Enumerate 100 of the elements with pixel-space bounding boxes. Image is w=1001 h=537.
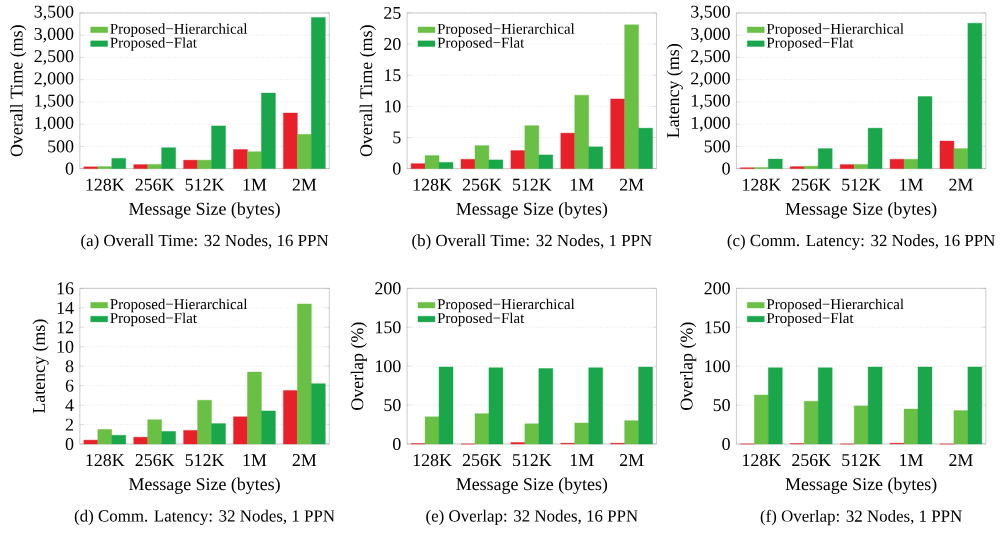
legend-label: Proposed−Flat <box>437 312 525 327</box>
legend-label: Proposed−Hierarchical <box>766 23 904 37</box>
bar <box>183 430 198 445</box>
bar <box>233 416 248 445</box>
bar <box>538 368 553 445</box>
bar <box>438 366 454 445</box>
bar <box>889 159 905 169</box>
x-tick-label: 2M <box>949 178 973 191</box>
y-tick-label: 2,000 <box>691 72 730 88</box>
x-tick-label: 128K <box>413 178 452 191</box>
x-tick-label: 128K <box>743 454 782 467</box>
x-tick-label: 1M <box>570 454 594 466</box>
bar <box>311 17 326 169</box>
text: (e) Overlap: 32 Nodes, 16 PPN <box>426 509 638 526</box>
bar <box>818 148 833 169</box>
bar <box>133 164 148 169</box>
y-tick-label: 0 <box>65 162 74 175</box>
x-axis-title: Message Size (bytes) <box>129 202 280 219</box>
text: (b) Overall Time: 32 Nodes, 1 PPN <box>412 234 652 250</box>
y-tick-label: 50 <box>713 399 730 412</box>
x-tick-label: 1M <box>900 454 923 466</box>
bar <box>510 150 526 169</box>
x-tick-label: 512K <box>185 454 225 467</box>
bar <box>283 112 298 169</box>
bar <box>261 410 276 445</box>
bar <box>183 160 198 169</box>
bar <box>297 303 312 445</box>
x-axis-title: Message Size (bytes) <box>456 477 608 494</box>
x-tick-label: 128K <box>86 454 125 467</box>
x-axis-title: Message Size (bytes) <box>129 477 280 494</box>
x-tick-label: 2M <box>619 178 644 191</box>
bar <box>638 366 653 445</box>
bar <box>147 164 162 169</box>
x-tick-label: 512K <box>842 454 881 467</box>
y-tick-label: 0 <box>393 162 401 175</box>
bar <box>610 98 625 169</box>
bar <box>211 423 226 445</box>
y-tick-label: 4 <box>65 399 74 412</box>
x-tick-label: 1M <box>900 178 923 191</box>
bar <box>488 159 504 169</box>
y-tick-label: 2,000 <box>34 72 74 88</box>
y-tick-label: 3,000 <box>691 27 730 43</box>
bar <box>790 166 805 169</box>
legend-label: Proposed−Hierarchical <box>437 23 575 37</box>
bar <box>560 133 575 169</box>
y-tick-label: 1,000 <box>35 116 74 132</box>
legend-label: Proposed−Flat <box>766 312 854 327</box>
x-tick-label: 256K <box>792 454 831 467</box>
bar <box>424 155 440 169</box>
bar <box>853 405 869 445</box>
bar <box>524 125 540 169</box>
y-tick-label: 8 <box>65 360 74 373</box>
x-axis-title: Message Size (bytes) <box>456 202 608 219</box>
bar <box>624 420 639 445</box>
legend-label: Proposed−Flat <box>110 312 197 327</box>
y-tick-label: 3,000 <box>34 27 74 43</box>
x-axis-title: Message Size (bytes) <box>785 202 937 219</box>
y-tick-label: 20 <box>384 38 401 51</box>
y-axis-title: Overlap (%) <box>680 322 697 411</box>
bar <box>967 366 983 445</box>
bar <box>538 154 553 169</box>
bar <box>97 429 112 445</box>
y-tick-label: 0 <box>722 438 730 451</box>
bar <box>638 128 653 169</box>
bar <box>524 423 540 445</box>
x-tick-label: 256K <box>135 178 175 191</box>
x-tick-label: 128K <box>413 454 452 467</box>
y-tick-label: 100 <box>376 360 401 373</box>
bar <box>903 408 919 445</box>
y-tick-label: 100 <box>705 360 730 373</box>
bar <box>939 140 955 169</box>
bar <box>624 24 639 169</box>
bar <box>917 96 933 169</box>
y-axis-title: Latency (ms) <box>32 319 49 414</box>
y-axis-title: Overall Time (ms) <box>10 25 27 157</box>
x-tick-label: 2M <box>949 454 973 467</box>
bar <box>967 23 983 169</box>
y-tick-label: 0 <box>722 162 730 175</box>
x-tick-label: 512K <box>842 178 881 191</box>
bar <box>474 413 490 445</box>
x-tick-label: 256K <box>462 178 502 191</box>
y-tick-label: 6 <box>65 379 74 392</box>
y-tick-label: 200 <box>704 282 730 295</box>
bar <box>574 422 589 445</box>
x-axis-title: Message Size (bytes) <box>785 477 937 494</box>
bar <box>488 367 504 445</box>
bar <box>197 400 212 445</box>
text: (a) Overall Time: 32 Nodes, 16 PPN <box>81 234 329 250</box>
bar <box>424 416 440 445</box>
bar <box>460 159 476 169</box>
bar <box>804 166 819 169</box>
bar <box>247 151 262 169</box>
x-tick-label: 128K <box>743 178 782 191</box>
x-tick-label: 2M <box>619 454 644 467</box>
bar <box>438 162 454 169</box>
y-tick-label: 0 <box>393 438 401 451</box>
bar <box>853 164 869 169</box>
bar <box>953 148 969 169</box>
bar <box>903 159 919 169</box>
y-tick-label: 3,500 <box>691 5 730 21</box>
